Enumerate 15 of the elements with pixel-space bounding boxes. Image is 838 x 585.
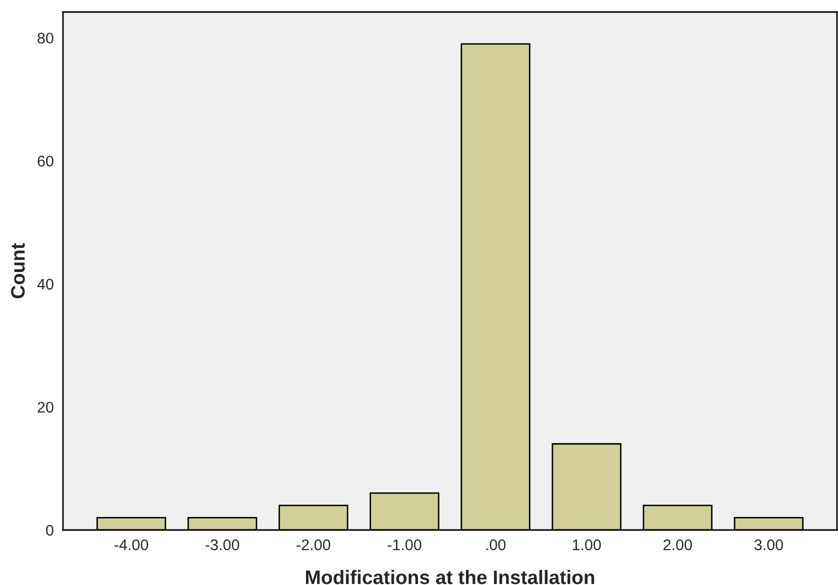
x-tick-label: -3.00 (206, 539, 240, 550)
y-tick-label: 80 (38, 32, 54, 44)
x-tick-label: .00 (486, 539, 506, 550)
y-tick-label: 40 (37, 278, 54, 290)
x-tick-label: -2.00 (296, 539, 330, 550)
x-axis-title: Modifications at the Installation (306, 570, 594, 584)
y-tick-label: 20 (38, 402, 54, 413)
y-tick-label: 0 (46, 524, 54, 536)
x-tick-label: 2.00 (664, 539, 692, 550)
y-axis-title: Count (11, 243, 25, 298)
x-tick-label: 1.00 (572, 539, 601, 550)
x-tick-label: -4.00 (114, 539, 148, 550)
x-tick-label: 3.00 (754, 539, 783, 550)
y-tick-label: 60 (38, 156, 54, 167)
x-tick-label: -1.00 (388, 539, 422, 550)
